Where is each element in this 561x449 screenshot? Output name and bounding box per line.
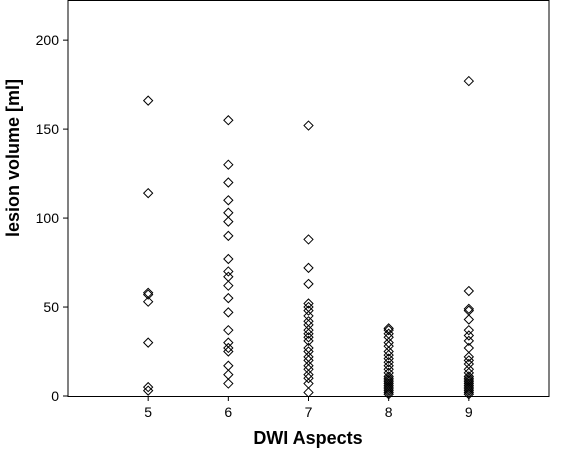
data-point — [463, 383, 475, 395]
data-point — [303, 301, 314, 313]
data-point — [383, 324, 394, 336]
data-point — [463, 387, 475, 398]
data-point — [223, 342, 234, 354]
data-point — [303, 378, 314, 389]
data-point — [223, 266, 234, 277]
data-point — [303, 324, 314, 336]
x-tick-label: 6 — [224, 404, 232, 420]
data-point — [383, 349, 394, 361]
data-point — [223, 230, 234, 242]
data-point — [463, 75, 475, 87]
data-point — [303, 234, 314, 245]
data-point — [383, 360, 394, 371]
data-point — [383, 387, 394, 398]
x-axis-title: DWI Aspects — [253, 428, 362, 448]
data-point — [303, 262, 314, 274]
data-point — [303, 346, 314, 357]
data-point — [303, 305, 314, 316]
data-point — [142, 289, 154, 300]
data-point — [463, 335, 475, 347]
data-point — [383, 328, 394, 339]
data-point — [303, 369, 314, 380]
data-point — [303, 372, 314, 384]
data-point — [223, 159, 234, 170]
data-point — [223, 253, 234, 265]
data-point — [303, 316, 314, 327]
y-tick-label: 0 — [51, 388, 59, 404]
y-axis-title: lesion volume [ml] — [3, 79, 23, 237]
data-point — [223, 207, 234, 218]
data-point — [303, 319, 314, 331]
data-point — [303, 387, 314, 398]
y-tick-label: 100 — [36, 210, 60, 226]
data-point — [223, 369, 234, 380]
data-point — [223, 346, 234, 357]
data-point — [463, 314, 475, 325]
data-point — [383, 337, 394, 348]
data-point — [303, 351, 314, 363]
data-point — [223, 307, 234, 318]
data-point — [223, 360, 234, 371]
x-axis: 5 6 7 8 9 — [144, 396, 473, 420]
data-point — [463, 330, 475, 341]
data-point — [383, 340, 394, 352]
data-point — [383, 381, 394, 393]
data-point — [223, 324, 234, 336]
data-point — [463, 351, 475, 363]
x-tick-label: 9 — [465, 404, 473, 420]
data-point — [223, 271, 234, 282]
data-point — [383, 389, 394, 400]
data-points — [142, 75, 475, 400]
data-point — [463, 285, 475, 297]
data-point — [142, 187, 154, 199]
y-tick-label: 200 — [36, 32, 60, 48]
data-point — [303, 355, 314, 366]
data-point — [223, 292, 234, 304]
data-point — [142, 95, 154, 106]
y-tick-label: 50 — [43, 299, 59, 315]
x-tick-label: 7 — [305, 404, 313, 420]
data-point — [223, 195, 234, 206]
data-point — [463, 355, 475, 366]
x-tick-label: 8 — [385, 404, 393, 420]
data-point — [303, 278, 314, 290]
data-point — [223, 378, 234, 389]
data-point — [303, 328, 314, 339]
data-point — [223, 280, 234, 291]
data-point — [142, 337, 154, 348]
y-axis: 0 50 100 150 200 — [36, 32, 68, 404]
data-point — [303, 360, 314, 371]
data-point — [142, 296, 154, 307]
data-point — [303, 364, 314, 375]
data-point — [303, 332, 314, 343]
data-point — [383, 383, 394, 395]
data-point — [463, 324, 475, 336]
data-point — [303, 298, 314, 309]
data-point — [303, 310, 314, 322]
data-point — [383, 385, 394, 396]
data-point — [223, 177, 234, 188]
data-point — [383, 353, 394, 364]
data-point — [383, 356, 394, 368]
x-tick-label: 5 — [144, 404, 152, 420]
data-point — [303, 120, 314, 131]
data-point — [463, 385, 475, 396]
data-point — [223, 115, 234, 126]
data-point — [463, 381, 475, 393]
data-point — [383, 346, 394, 357]
plot-frame — [67, 0, 550, 397]
data-point — [303, 335, 314, 347]
data-point — [463, 389, 475, 400]
data-point — [142, 385, 154, 396]
data-point — [463, 303, 475, 315]
data-point — [223, 337, 234, 348]
y-tick-label: 150 — [36, 121, 60, 137]
data-point — [223, 216, 234, 227]
data-point — [142, 381, 154, 393]
